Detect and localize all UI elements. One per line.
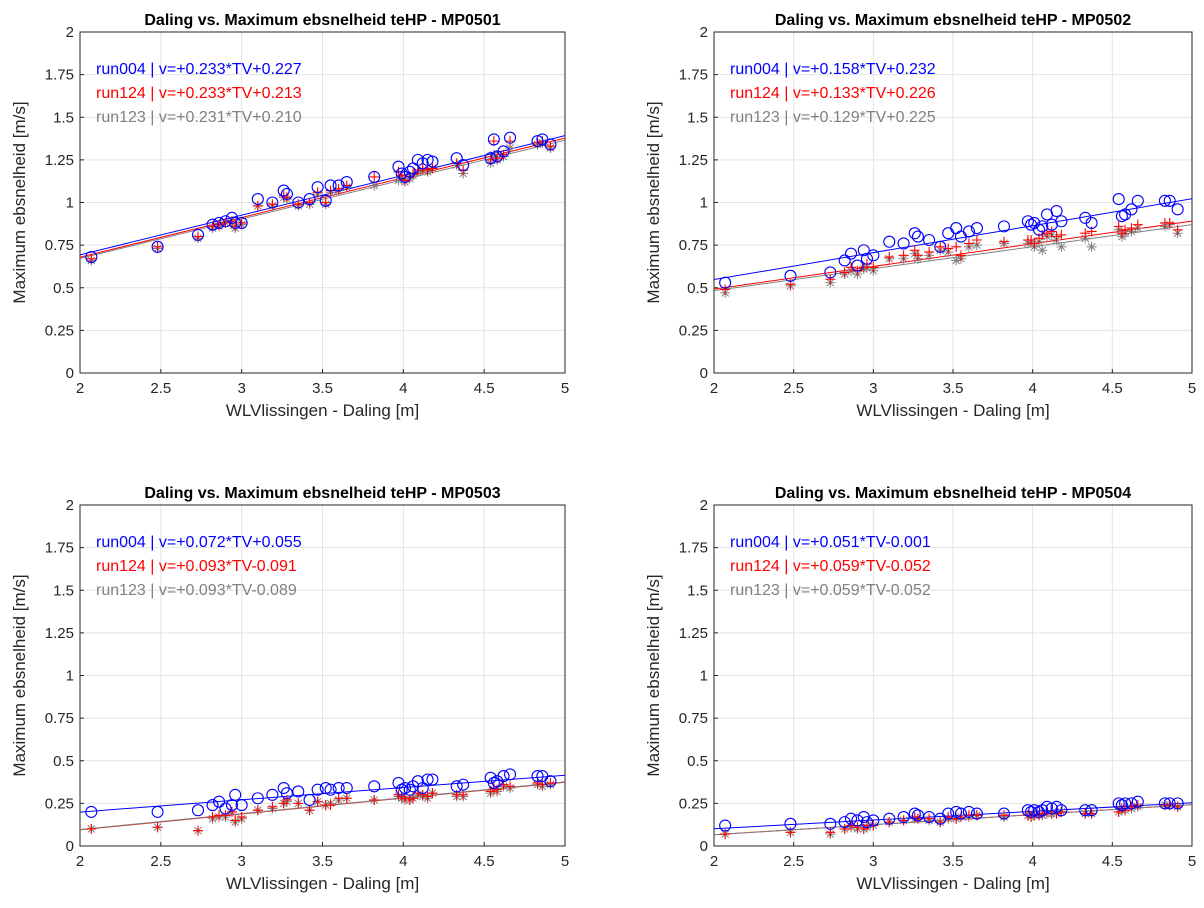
x-tick-label: 3.5 <box>312 853 333 870</box>
y-tick-label: 1 <box>66 668 74 685</box>
y-tick-label: 0.75 <box>45 710 74 727</box>
y-tick-label: 0 <box>700 365 708 382</box>
x-tick-label: 5 <box>1188 380 1196 397</box>
legend-entry-run004: run004 | v=+0.233*TV+0.227 <box>96 61 302 78</box>
data-point-asterisk <box>1056 242 1066 252</box>
y-tick-label: 1.25 <box>679 152 708 169</box>
x-axis-label: WLVlissingen - Daling [m] <box>226 401 419 420</box>
x-tick-label: 2.5 <box>783 853 804 870</box>
x-tick-label: 2.5 <box>150 853 171 870</box>
y-tick-label: 1.75 <box>679 540 708 557</box>
x-axis-label: WLVlissingen - Daling [m] <box>856 874 1049 893</box>
y-tick-label: 0 <box>66 838 74 855</box>
y-tick-label: 1.5 <box>687 109 708 126</box>
y-tick-label: 0.5 <box>53 753 74 770</box>
x-tick-label: 4 <box>399 380 407 397</box>
y-tick-label: 0.75 <box>679 710 708 727</box>
x-tick-label: 5 <box>1188 853 1196 870</box>
legend-entry-run123: run123 | v=+0.093*TV-0.089 <box>96 582 297 599</box>
y-axis-label: Maximum ebsnelheid [m/s] <box>644 101 663 303</box>
chart-panel-2: 2 2.5 3 3.5 4 4.5 5 0 0.25 0.5 0.75 1 1.25 1.5 1.75 2 ru… <box>644 12 1196 420</box>
data-point-asterisk <box>1037 245 1047 255</box>
y-tick-label: 1.25 <box>45 625 74 642</box>
x-tick-label: 4.5 <box>1102 380 1123 397</box>
x-tick-label: 4.5 <box>1102 853 1123 870</box>
chart-title: Daling vs. Maximum ebsnelheid teHP - MP0… <box>775 485 1131 502</box>
y-tick-label: 0 <box>700 838 708 855</box>
y-tick-label: 2 <box>66 497 74 514</box>
y-tick-label: 0.5 <box>53 280 74 297</box>
x-tick-label: 2 <box>710 853 718 870</box>
x-tick-label: 4 <box>1028 853 1036 870</box>
chart-title: Daling vs. Maximum ebsnelheid teHP - MP0… <box>775 12 1131 29</box>
x-tick-label: 4.5 <box>474 380 495 397</box>
y-tick-label: 0.25 <box>679 795 708 812</box>
x-tick-label: 3.5 <box>943 380 964 397</box>
legend-entry-run004: run004 | v=+0.158*TV+0.232 <box>730 61 936 78</box>
x-tick-label: 4.5 <box>474 853 495 870</box>
y-tick-label: 1 <box>700 668 708 685</box>
chart-panel-4: 2 2.5 3 3.5 4 4.5 5 0 0.25 0.5 0.75 1 1.25 1.5 1.75 2 ru… <box>644 485 1196 893</box>
y-axis-label: Maximum ebsnelheid [m/s] <box>10 574 29 776</box>
y-tick-label: 1 <box>66 195 74 212</box>
chart-title: Daling vs. Maximum ebsnelheid teHP - MP0… <box>144 485 500 502</box>
y-tick-label: 0.25 <box>679 322 708 339</box>
legend-entry-run123: run123 | v=+0.129*TV+0.225 <box>730 109 936 126</box>
y-tick-label: 1.75 <box>45 540 74 557</box>
x-tick-label: 2.5 <box>783 380 804 397</box>
x-tick-label: 3.5 <box>943 853 964 870</box>
y-tick-label: 1.5 <box>53 582 74 599</box>
x-tick-label: 3 <box>237 380 245 397</box>
legend-entry-run124: run124 | v=+0.133*TV+0.226 <box>730 85 936 102</box>
y-tick-label: 0.5 <box>687 280 708 297</box>
x-tick-label: 5 <box>561 380 569 397</box>
y-tick-label: 0.5 <box>687 753 708 770</box>
y-tick-label: 1.5 <box>53 109 74 126</box>
legend-entry-run123: run123 | v=+0.059*TV-0.052 <box>730 582 931 599</box>
y-tick-label: 0 <box>66 365 74 382</box>
x-tick-label: 4 <box>399 853 407 870</box>
y-tick-label: 0.25 <box>45 322 74 339</box>
x-tick-label: 2.5 <box>150 380 171 397</box>
x-tick-label: 2 <box>76 380 84 397</box>
y-axis-label: Maximum ebsnelheid [m/s] <box>644 574 663 776</box>
x-tick-label: 2 <box>76 853 84 870</box>
legend-entry-run124: run124 | v=+0.059*TV-0.052 <box>730 558 931 575</box>
legend-entry-run124: run124 | v=+0.093*TV-0.091 <box>96 558 297 575</box>
x-axis-label: WLVlissingen - Daling [m] <box>226 874 419 893</box>
y-tick-label: 2 <box>700 24 708 41</box>
x-tick-label: 3 <box>869 853 877 870</box>
legend-entry-run124: run124 | v=+0.233*TV+0.213 <box>96 85 302 102</box>
x-tick-label: 4 <box>1028 380 1036 397</box>
data-point-asterisk <box>1087 242 1097 252</box>
y-tick-label: 1.5 <box>687 582 708 599</box>
y-tick-label: 1 <box>700 195 708 212</box>
legend-entry-run004: run004 | v=+0.072*TV+0.055 <box>96 534 302 551</box>
x-tick-label: 3 <box>869 380 877 397</box>
chart-title: Daling vs. Maximum ebsnelheid teHP - MP0… <box>144 12 500 29</box>
y-axis-label: Maximum ebsnelheid [m/s] <box>10 101 29 303</box>
x-tick-label: 3 <box>237 853 245 870</box>
y-tick-label: 1.75 <box>45 67 74 84</box>
legend-entry-run123: run123 | v=+0.231*TV+0.210 <box>96 109 302 126</box>
legend-entry-run004: run004 | v=+0.051*TV-0.001 <box>730 534 931 551</box>
y-tick-label: 1.75 <box>679 67 708 84</box>
y-tick-label: 0.25 <box>45 795 74 812</box>
y-tick-label: 1.25 <box>679 625 708 642</box>
chart-panel-1: 2 2.5 3 3.5 4 4.5 5 0 0.25 0.5 0.75 1 1.25 1.5 1.75 2 ru… <box>10 12 569 420</box>
y-tick-label: 2 <box>66 24 74 41</box>
y-tick-label: 0.75 <box>679 237 708 254</box>
x-axis-label: WLVlissingen - Daling [m] <box>856 401 1049 420</box>
x-tick-label: 2 <box>710 380 718 397</box>
x-tick-label: 5 <box>561 853 569 870</box>
y-tick-label: 0.75 <box>45 237 74 254</box>
x-tick-label: 3.5 <box>312 380 333 397</box>
y-tick-label: 2 <box>700 497 708 514</box>
y-tick-label: 1.25 <box>45 152 74 169</box>
chart-panel-3: 2 2.5 3 3.5 4 4.5 5 0 0.25 0.5 0.75 1 1.25 1.5 1.75 2 ru… <box>10 485 569 893</box>
